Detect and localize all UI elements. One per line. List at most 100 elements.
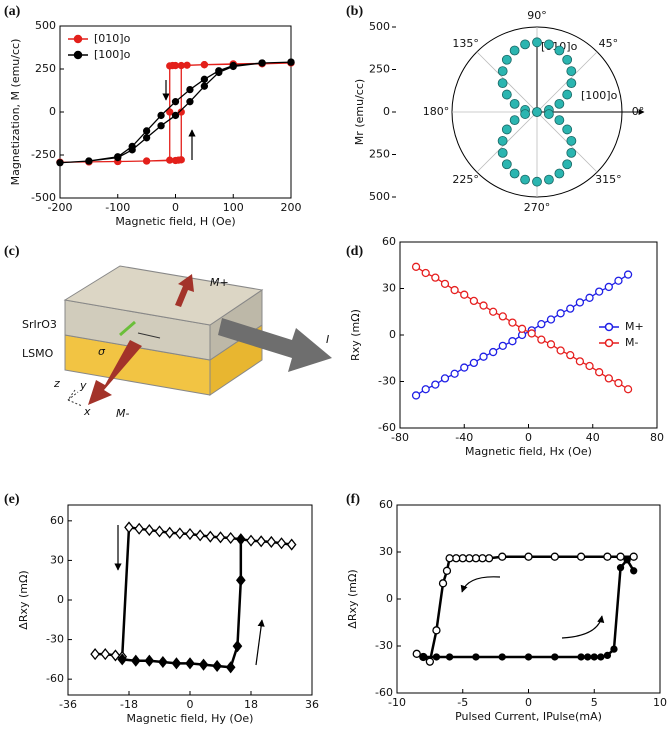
circle-marker [508,337,517,346]
circle-marker [550,552,559,561]
circle-marker [460,290,469,299]
x-tick-label: 5 [591,696,598,709]
circle-marker [425,657,435,666]
legend-marker [604,322,614,332]
y-tick-label: 500 [35,19,56,32]
circle-marker [524,552,533,561]
y-axis-label: ΔRxy (mΩ) [346,569,359,628]
circle-marker [556,309,565,318]
circle-marker [577,653,585,661]
x-tick-label: -18 [120,698,138,711]
circle-marker [532,37,542,48]
trace [137,332,161,339]
circle-marker [575,298,585,307]
diamond-marker [134,522,144,535]
circle-marker [544,174,554,185]
circle-marker [479,352,488,361]
diamond-marker [100,648,111,661]
circle-marker [566,147,577,158]
circle-marker [562,124,573,135]
diamond-marker [175,527,185,540]
x-axis-label: Magnetic field, Hx (Oe) [465,445,592,458]
circle-marker [229,62,237,71]
circle-marker [157,111,165,120]
diamond-marker [144,524,155,537]
current-arrow [218,318,332,372]
x-axis-label: Magnetic field, H (Oe) [115,215,235,228]
circle-marker [498,653,506,661]
diamond-marker [246,534,256,547]
circle-marker [450,285,459,295]
x-tick-label: -40 [455,431,473,444]
circle-marker [554,98,565,109]
circle-marker [186,85,194,94]
circle-marker [56,159,64,167]
panel-label: (f) [346,492,360,507]
x-tick-label: 0 [525,431,532,444]
diagram-label: y [79,379,87,392]
circle-marker [562,89,573,100]
circle-marker [431,380,440,389]
x-tick-label: 36 [305,698,319,711]
circle-marker [576,552,586,561]
series-line [122,539,243,669]
x-tick-label: -10 [388,696,406,709]
circle-marker [472,653,480,661]
axis-x [67,399,83,407]
diamond-marker [144,654,155,667]
y-tick-label: -30 [375,639,393,652]
panel-label: (b) [346,4,363,19]
y-tick-label: -500 [31,191,56,204]
circle-marker [585,361,594,371]
circle-marker [497,147,508,158]
circle-marker [616,552,625,561]
y-axis-label: ΔRxy (mΩ) [17,570,30,629]
circle-marker [171,111,180,120]
circle-marker [411,391,421,400]
circle-marker [566,66,577,77]
diamond-marker [164,526,175,539]
circle-marker [517,324,527,333]
circle-marker [554,45,565,56]
y-tick-label: 60 [379,498,393,511]
y-tick-label: 250 [35,62,56,75]
x-tick-label: -5 [457,696,468,709]
legend-marker [604,338,614,348]
circle-marker [186,98,194,106]
circle-marker [440,279,450,289]
circle-marker [438,579,448,588]
circle-marker [442,566,452,575]
y-tick-label: 60 [382,235,396,248]
legend-label: M- [625,336,638,349]
circle-marker [597,653,605,661]
x-tick-label: 0 [525,696,532,709]
diamond-marker [124,521,134,534]
circle-marker [509,98,520,109]
legend-marker [73,50,83,60]
angle-tick-label: 135° [452,37,479,50]
y-axis-label: Mr (emu/cc) [353,79,366,145]
diamond-marker [198,658,209,671]
y-tick-label: 0 [389,328,396,341]
circle-marker [128,146,136,154]
circle-marker [575,357,585,366]
circle-marker [603,651,612,660]
circle-marker [421,385,430,394]
legend-marker [73,34,83,44]
circle-marker [603,552,612,561]
circle-marker [520,109,531,119]
circle-marker [287,58,295,66]
m-minus-arrow [88,340,142,405]
circle-marker [157,122,165,130]
angle-tick-label: 270° [524,201,551,214]
circle-marker [497,78,508,89]
panel-label: (d) [346,244,363,259]
diagram-label: I [326,333,329,346]
circle-marker [171,98,180,106]
circle-marker [614,378,623,388]
circle-marker [440,374,450,383]
diamond-marker [212,659,222,673]
circle-marker [177,61,185,70]
diamond-marker [266,535,277,548]
circle-marker [501,124,512,135]
